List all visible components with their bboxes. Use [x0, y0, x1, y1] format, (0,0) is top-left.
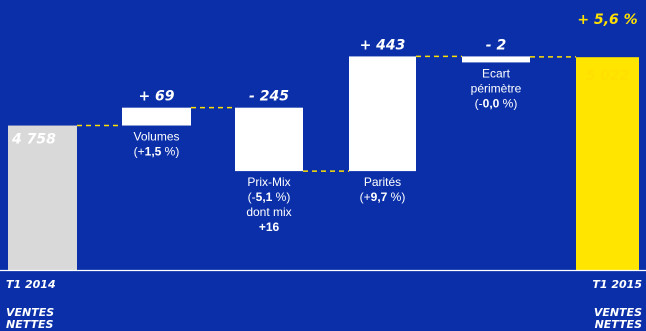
step-description-part: 5,1 — [256, 190, 273, 204]
step-description: Prix-Mix — [247, 175, 290, 189]
period-caption: T1 2015 — [592, 278, 642, 291]
step-description-part: (- — [248, 190, 256, 204]
step-bar — [122, 107, 191, 126]
step-value-label: + 443 — [360, 37, 406, 53]
step-bar — [462, 56, 530, 63]
step-description-part: Volumes — [133, 130, 179, 144]
step-description: (+1,5 %) — [134, 145, 180, 159]
footer-caption: NETTES — [6, 318, 53, 331]
step-description-part: %) — [387, 190, 405, 204]
step-description-part: (- — [475, 96, 483, 110]
step-description: Ecart — [482, 66, 511, 80]
step-value-label: - 2 — [486, 37, 506, 53]
step-description-part: Ecart — [482, 66, 511, 80]
step-description-part: Parités — [364, 175, 401, 189]
step-description: +16 — [259, 220, 280, 234]
footer-caption: VENTES — [594, 306, 642, 319]
total-value-label: 4 758 — [11, 132, 56, 148]
step-description-part: %) — [499, 96, 517, 110]
total-bar — [576, 57, 639, 271]
step-description-part: %) — [272, 190, 290, 204]
total-value-label: 5 022 — [586, 68, 630, 84]
growth-label: + 5,6 % — [577, 12, 637, 28]
step-description: Parités — [364, 175, 401, 189]
step-value-label: - 245 — [249, 89, 289, 105]
step-description: (-0,0 %) — [475, 96, 518, 110]
step-description-part: (+ — [360, 190, 371, 204]
step-description-part: dont mix — [246, 205, 291, 219]
step-description: (+9,7 %) — [360, 190, 406, 204]
footer-caption: VENTES — [6, 306, 54, 319]
step-description-part: périmètre — [471, 81, 522, 95]
footer-caption: NETTES — [595, 318, 642, 331]
step-description: Volumes — [133, 130, 179, 144]
step-description: (-5,1 %) — [248, 190, 291, 204]
step-value-label: + 69 — [138, 89, 174, 105]
total-bar — [8, 125, 77, 270]
step-description-part: 9,7 — [371, 190, 388, 204]
period-caption: T1 2014 — [6, 278, 56, 291]
step-description-part: +16 — [259, 220, 280, 234]
step-bar — [235, 107, 303, 172]
step-description-part: 1,5 — [145, 145, 162, 159]
step-description-part: (+ — [134, 145, 145, 159]
step-description: périmètre — [471, 81, 522, 95]
step-description-part: %) — [161, 145, 179, 159]
step-description-part: 0,0 — [483, 96, 500, 110]
step-description: dont mix — [246, 205, 291, 219]
step-bar — [349, 56, 416, 172]
step-description-part: Prix-Mix — [247, 175, 290, 189]
